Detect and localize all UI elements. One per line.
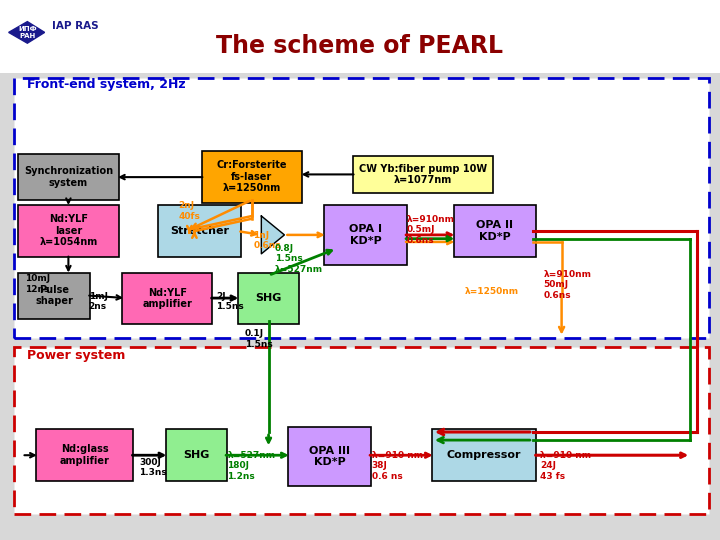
Text: Power system: Power system: [27, 349, 126, 362]
FancyBboxPatch shape: [18, 154, 119, 200]
FancyBboxPatch shape: [36, 429, 133, 481]
Polygon shape: [9, 22, 45, 43]
Text: OPA III
KD*P: OPA III KD*P: [309, 446, 350, 467]
Text: Nd:YLF
laser
λ=1054nm: Nd:YLF laser λ=1054nm: [40, 214, 97, 247]
FancyBboxPatch shape: [14, 347, 709, 514]
Text: λ=910 nm
38J
0.6 ns: λ=910 nm 38J 0.6 ns: [372, 451, 423, 481]
Text: 1mJ
2ns: 1mJ 2ns: [89, 292, 107, 311]
Text: λ=1250nm: λ=1250nm: [464, 287, 518, 296]
Text: Cr:Forsterite
fs-laser
λ=1250nm: Cr:Forsterite fs-laser λ=1250nm: [217, 160, 287, 193]
Text: IAP RAS: IAP RAS: [52, 21, 99, 31]
FancyBboxPatch shape: [166, 429, 227, 481]
Text: λ=910nm
0.5mJ
0.6ns: λ=910nm 0.5mJ 0.6ns: [407, 215, 455, 245]
Text: λ=910nm
50mJ
0.6ns: λ=910nm 50mJ 0.6ns: [544, 270, 592, 300]
Text: The scheme of PEARL: The scheme of PEARL: [217, 34, 503, 58]
FancyBboxPatch shape: [288, 427, 371, 486]
FancyBboxPatch shape: [158, 205, 241, 256]
Text: 2nJ
40fs: 2nJ 40fs: [179, 201, 200, 221]
FancyBboxPatch shape: [18, 205, 119, 256]
Polygon shape: [261, 216, 284, 254]
FancyBboxPatch shape: [353, 156, 493, 193]
Text: Front-end system, 2Hz: Front-end system, 2Hz: [27, 78, 186, 91]
Text: ИПФ
РАН: ИПФ РАН: [18, 26, 37, 39]
Text: λ=910 nm
24J
43 fs: λ=910 nm 24J 43 fs: [540, 451, 591, 481]
Text: 0.8J
1.5ns
λ=527nm: 0.8J 1.5ns λ=527nm: [275, 244, 323, 274]
Text: Pulse
shaper: Pulse shaper: [35, 285, 73, 307]
FancyBboxPatch shape: [324, 205, 407, 265]
Text: CW Yb:fiber pump 10W
λ=1077nm: CW Yb:fiber pump 10W λ=1077nm: [359, 164, 487, 185]
Text: λ=527nm
180J
1.2ns: λ=527nm 180J 1.2ns: [228, 451, 276, 481]
Text: 300J
1.3ns: 300J 1.3ns: [139, 458, 167, 477]
Text: 10mJ
12ns: 10mJ 12ns: [25, 274, 50, 294]
FancyBboxPatch shape: [18, 273, 90, 319]
Bar: [0, 0, 720, 73]
FancyBboxPatch shape: [238, 273, 299, 324]
Text: 2J
1.5ns: 2J 1.5ns: [216, 292, 244, 311]
Text: Nd:YLF
amplifier: Nd:YLF amplifier: [143, 287, 192, 309]
Text: Compressor: Compressor: [447, 450, 521, 460]
FancyBboxPatch shape: [122, 273, 212, 324]
FancyBboxPatch shape: [432, 429, 536, 481]
Text: SHG: SHG: [183, 450, 210, 460]
FancyBboxPatch shape: [14, 78, 709, 338]
FancyBboxPatch shape: [454, 205, 536, 256]
Text: 1nJ
0.6ns: 1nJ 0.6ns: [253, 231, 281, 250]
Text: OPA II
KD*P: OPA II KD*P: [477, 220, 513, 242]
Text: OPA I
KD*P: OPA I KD*P: [349, 224, 382, 246]
Text: Stretcher: Stretcher: [171, 226, 229, 236]
FancyBboxPatch shape: [202, 151, 302, 202]
Text: SHG: SHG: [255, 293, 282, 303]
Text: 0.1J
1.5ns: 0.1J 1.5ns: [245, 329, 273, 349]
Text: Synchronization
system: Synchronization system: [24, 166, 113, 188]
Text: Nd:glass
amplifier: Nd:glass amplifier: [60, 444, 109, 465]
